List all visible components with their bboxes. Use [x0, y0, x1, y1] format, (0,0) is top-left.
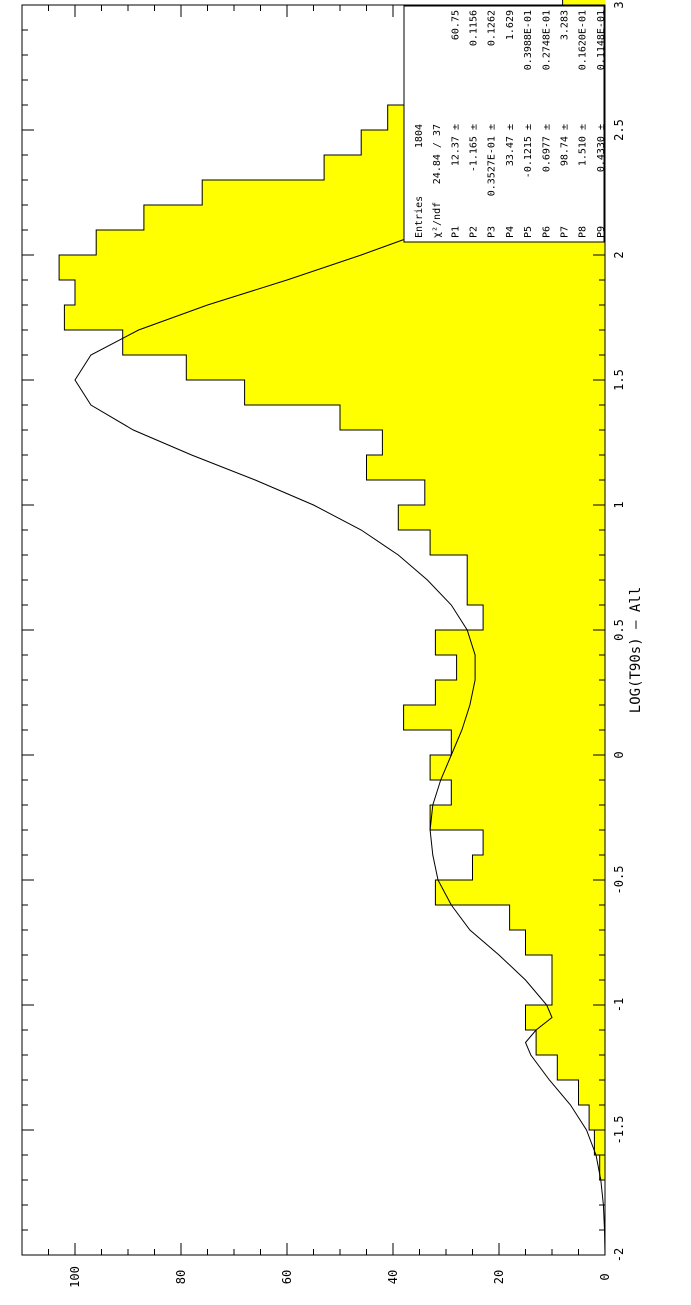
stats-row-error: 0.2748E-01: [541, 10, 552, 70]
stats-row-value: -0.1215 ±: [523, 124, 534, 178]
y-tick-label: 40: [386, 1270, 400, 1284]
histogram-bar: [552, 980, 605, 1005]
stats-row-label: P1: [450, 226, 461, 238]
histogram-bar: [244, 380, 605, 405]
histogram-bar: [403, 705, 605, 730]
stats-row-label: P2: [469, 226, 480, 238]
histogram-bar: [75, 280, 605, 305]
stats-row-value: 12.37 ±: [450, 124, 461, 166]
stats-row-error: 60.75: [450, 10, 461, 40]
histogram-bar: [451, 780, 605, 805]
histogram-bar: [557, 1055, 605, 1080]
y-tick-label: 60: [280, 1270, 294, 1284]
stats-row-value: 0.4330 ±: [596, 124, 607, 172]
histogram-bar: [340, 405, 605, 430]
stats-row-value: 98.74 ±: [559, 124, 570, 166]
stats-row-label: P3: [487, 226, 498, 238]
histogram-bar: [509, 905, 605, 930]
stats-row-label: P7: [559, 226, 570, 238]
histogram-bar: [382, 430, 605, 455]
stats-row-error: 1.629: [505, 10, 516, 40]
histogram-bar: [366, 455, 605, 480]
histogram-bar: [525, 1005, 605, 1030]
x-tick-label: -1: [612, 998, 626, 1012]
histogram-bar: [589, 1105, 605, 1130]
histogram-bar: [483, 605, 605, 630]
stats-row-value: 1804: [414, 124, 425, 148]
histogram-bar: [435, 880, 605, 905]
stats-row-label: χ²/ndf: [432, 202, 443, 238]
x-tick-label: 2.5: [612, 119, 626, 141]
stats-row-label: P9: [596, 226, 607, 238]
stats-row-label: Entries: [414, 196, 425, 238]
stats-row-label: P8: [578, 226, 589, 238]
stats-row-label: P4: [505, 226, 516, 238]
histogram-bar: [525, 930, 605, 955]
stats-box-frame: [403, 5, 605, 243]
fit-curve-layer: [74, 29, 606, 1256]
y-tick-label: 20: [492, 1270, 506, 1284]
x-tick-label: 3: [612, 1, 626, 8]
y-tick-label: 0: [598, 1273, 612, 1280]
stats-row-error: 0.3988E-01: [523, 10, 534, 70]
stats-row-value: 0.3527E-01 ±: [487, 124, 498, 196]
stats-row-value: 0.6977 ±: [541, 124, 552, 172]
stats-row-value: -1.165 ±: [469, 124, 480, 172]
x-tick-label: -0.5: [612, 866, 626, 895]
histogram-bar: [430, 755, 605, 780]
x-axis-label: LOG(T90s) — All: [628, 587, 644, 713]
histogram-bar: [599, 1155, 605, 1180]
histogram-bar: [456, 655, 605, 680]
stats-row-value: 24.84 / 37: [432, 124, 443, 184]
stats-row-value: 33.47 ±: [505, 124, 516, 166]
fit-curve: [74, 29, 606, 1256]
stats-row-error: 3.283: [559, 10, 570, 40]
y-tick-label: 80: [174, 1270, 188, 1284]
axes-layer: -2 -1.5 -1 -0.5 0 0.5 1 1.5 2 2.5 3 0 20 40 60 80 100: [21, 1, 626, 1288]
histogram-bar: [467, 555, 605, 580]
x-tick-label: 1.5: [612, 369, 626, 391]
x-tick-label: -2: [612, 1248, 626, 1262]
histogram-bar: [398, 505, 605, 530]
histogram-bar: [562, 0, 605, 5]
stats-row-label: P6: [541, 226, 552, 238]
histogram-bar: [59, 255, 606, 280]
stats-box: Entries 1804 χ²/ndf 24.84 / 37 P1 12.37 ± 60.7…: [403, 5, 607, 243]
stats-row-error: 0.1262: [487, 10, 498, 46]
y-tick-label: 100: [68, 1266, 82, 1288]
histogram-bar: [430, 805, 605, 830]
stats-row-error: 0.1156: [469, 10, 480, 46]
stats-row-value: 1.510 ±: [578, 124, 589, 166]
stats-row-label: P5: [523, 226, 534, 238]
x-tick-label: 2: [612, 251, 626, 258]
histogram-bar: [435, 680, 605, 705]
histogram-bar: [435, 630, 605, 655]
histogram-bar: [64, 305, 605, 330]
stats-row-error: 0.1148E-01: [596, 10, 607, 70]
histogram-bar: [483, 830, 605, 855]
histogram-bar: [472, 855, 605, 880]
stats-row-error: 0.1620E-01: [578, 10, 589, 70]
x-tick-label: -1.5: [612, 1116, 626, 1145]
histogram-bar: [186, 355, 606, 380]
x-tick-label: 0.5: [612, 619, 626, 641]
histogram-bar: [467, 580, 605, 605]
histogram-bar: [424, 480, 605, 505]
histogram-bar: [430, 530, 605, 555]
histogram-bar: [451, 730, 605, 755]
x-tick-label: 1: [612, 501, 626, 508]
histogram-bar: [552, 955, 605, 980]
x-tick-label: 0: [612, 751, 626, 758]
histogram-bar: [122, 330, 605, 355]
histogram-bar: [536, 1030, 605, 1055]
histogram-bar: [594, 1130, 605, 1155]
histogram-bar: [578, 1080, 605, 1105]
